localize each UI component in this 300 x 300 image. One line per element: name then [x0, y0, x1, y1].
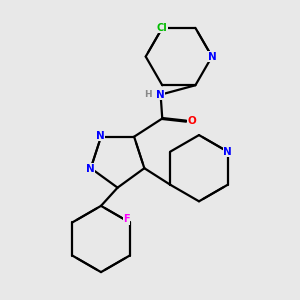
Text: N: N	[223, 147, 232, 157]
Text: N: N	[208, 52, 216, 61]
Text: O: O	[188, 116, 197, 126]
Text: H: H	[144, 90, 152, 99]
Text: Cl: Cl	[157, 23, 168, 33]
Text: N: N	[86, 164, 94, 174]
Text: F: F	[123, 214, 130, 224]
Text: N: N	[96, 131, 105, 141]
Text: N: N	[156, 90, 165, 100]
